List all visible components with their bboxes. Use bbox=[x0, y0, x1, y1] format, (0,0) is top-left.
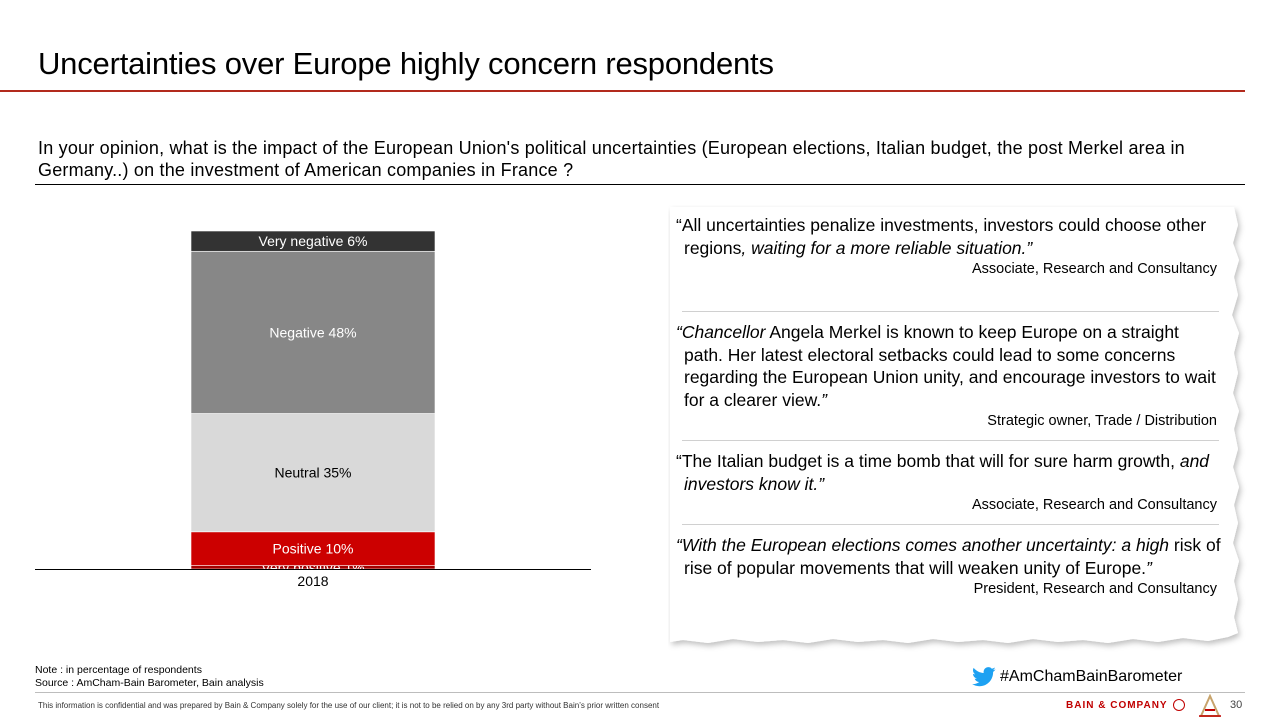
hashtag[interactable]: #AmChamBainBarometer bbox=[972, 667, 1182, 687]
question-rule bbox=[35, 184, 1245, 185]
footer-rule bbox=[35, 692, 1245, 693]
quote-run: Angela Merkel is known to keep Europe on… bbox=[684, 322, 1216, 410]
quote-attribution: Associate, Research and Consultancy bbox=[971, 497, 1217, 513]
quote-panel bbox=[668, 205, 1239, 645]
page-number: 30 bbox=[1230, 699, 1243, 711]
title-rule bbox=[0, 90, 1245, 92]
quote-text: “The Italian budget is a time bomb that … bbox=[676, 450, 1221, 495]
page-title: Uncertainties over Europe highly concern… bbox=[38, 46, 774, 81]
quote-block: “Chancellor Angela Merkel is known to ke… bbox=[676, 321, 1221, 430]
quote-italic-run: , waiting for a more reliable situation.… bbox=[741, 237, 1033, 258]
quote-run: “The Italian budget is a time bomb that … bbox=[676, 451, 1180, 471]
quote-separator bbox=[682, 311, 1219, 312]
twitter-bird-icon bbox=[972, 667, 996, 687]
quote-italic-run: and investors know it.” bbox=[684, 451, 1210, 494]
quote-attribution: Associate, Research and Consultancy bbox=[971, 261, 1217, 277]
chart-notes: Note : in percentage of respondents Sour… bbox=[35, 664, 264, 690]
bain-circle-icon bbox=[1173, 699, 1185, 711]
survey-question: In your opinion, what is the impact of t… bbox=[38, 138, 1185, 180]
note-text: Note : in percentage of respondents bbox=[35, 664, 202, 676]
quote-text: “With the European elections comes anoth… bbox=[676, 534, 1221, 579]
quote-italic-run: ” bbox=[821, 389, 827, 410]
stacked-bar-chart: Very positive 1%Positive 10%Neutral 35%N… bbox=[35, 230, 591, 589]
quote-run: “All uncertainties penalize investments,… bbox=[676, 215, 1207, 258]
quote-italic-run: “Chancellor bbox=[676, 322, 766, 342]
confidentiality-notice: This information is confidential and was… bbox=[38, 701, 660, 710]
brand-name: BAIN & COMPANY bbox=[1066, 700, 1168, 711]
data-label: Neutral 35% bbox=[274, 465, 351, 481]
data-label: Positive 10% bbox=[273, 541, 354, 557]
quote-separator bbox=[682, 440, 1219, 441]
bar-segment-positive bbox=[190, 531, 436, 566]
amcham-logo-icon bbox=[1199, 694, 1221, 717]
quote-block: “The Italian budget is a time bomb that … bbox=[676, 450, 1221, 514]
source-text: Source : AmCham-Bain Barometer, Bain ana… bbox=[35, 677, 264, 689]
torn-paper-background bbox=[670, 207, 1239, 643]
bar-segment-neutral bbox=[190, 413, 436, 533]
quote-run: risk of rise of popular movements that w… bbox=[684, 535, 1221, 578]
quote-attribution: President, Research and Consultancy bbox=[973, 581, 1217, 597]
data-label: Very negative 6% bbox=[259, 233, 368, 249]
hashtag-text: #AmChamBainBarometer bbox=[1000, 668, 1183, 685]
quote-attribution: Strategic owner, Trade / Distribution bbox=[987, 413, 1217, 429]
quote-block: “With the European elections comes anoth… bbox=[676, 534, 1221, 598]
quote-italic-run: ” bbox=[1146, 557, 1152, 578]
bar-segment-very-negative bbox=[190, 230, 436, 252]
data-label: Negative 48% bbox=[269, 324, 356, 340]
x-tick-label: 2018 bbox=[297, 573, 328, 589]
quote-block: “All uncertainties penalize investments,… bbox=[676, 214, 1221, 278]
quote-text: “Chancellor Angela Merkel is known to ke… bbox=[676, 321, 1221, 411]
quote-italic-run: “With the European elections comes anoth… bbox=[676, 535, 1170, 555]
quote-separator bbox=[682, 524, 1219, 525]
quote-text: “All uncertainties penalize investments,… bbox=[676, 214, 1221, 259]
